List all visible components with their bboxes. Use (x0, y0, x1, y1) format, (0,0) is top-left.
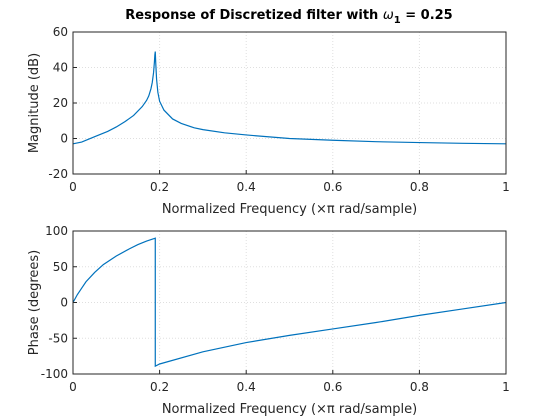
magnitude-line (72, 51, 507, 145)
phase-ytick-label: 0 (60, 296, 68, 310)
magnitude-ytick-label: -20 (48, 167, 68, 181)
phase-ytick-label: -100 (41, 367, 68, 381)
phase-grid (72, 230, 507, 375)
phase-ytick-label: 100 (45, 224, 68, 238)
phase-xtick-label: 1 (502, 380, 510, 394)
figure-title: Response of Discretized filter with ω1 =… (125, 8, 452, 26)
phase-xtick-label: 0.6 (323, 380, 342, 394)
phase-xtick-label: 0.4 (237, 380, 256, 394)
magnitude-xtick-label: 0.2 (150, 180, 169, 194)
magnitude-xtick-label: 0.4 (237, 180, 256, 194)
magnitude-grid (72, 31, 507, 175)
phase-xtick-label: 0.2 (150, 380, 169, 394)
magnitude-ytick-label: 60 (53, 25, 68, 39)
magnitude-ytick-label: 40 (53, 61, 68, 75)
phase-line (72, 237, 507, 368)
magnitude-xtick-label: 1 (502, 180, 510, 194)
phase-xtick-label: 0 (69, 380, 77, 394)
magnitude-xlabel: Normalized Frequency (×π rad/sample) (162, 202, 417, 217)
magnitude-ytick-label: 20 (53, 96, 68, 110)
phase-ticks: 0 0.2 0.4 0.6 0.8 1 -100 -50 0 50 100 (41, 224, 510, 394)
phase-xlabel: Normalized Frequency (×π rad/sample) (162, 402, 417, 417)
magnitude-xtick-label: 0 (69, 180, 77, 194)
magnitude-xtick-label: 0.8 (410, 180, 429, 194)
magnitude-xtick-label: 0.6 (323, 180, 342, 194)
phase-xtick-label: 0.8 (410, 380, 429, 394)
phase-plot: 0 0.2 0.4 0.6 0.8 1 -100 -50 0 50 100 Normalized F… (27, 224, 510, 417)
phase-ytick-label: -50 (48, 331, 68, 345)
magnitude-ylabel: Magnitude (dB) (27, 53, 42, 153)
phase-ytick-label: 50 (53, 260, 68, 274)
magnitude-ytick-label: 0 (60, 132, 68, 146)
phase-ylabel: Phase (degrees) (27, 250, 42, 355)
